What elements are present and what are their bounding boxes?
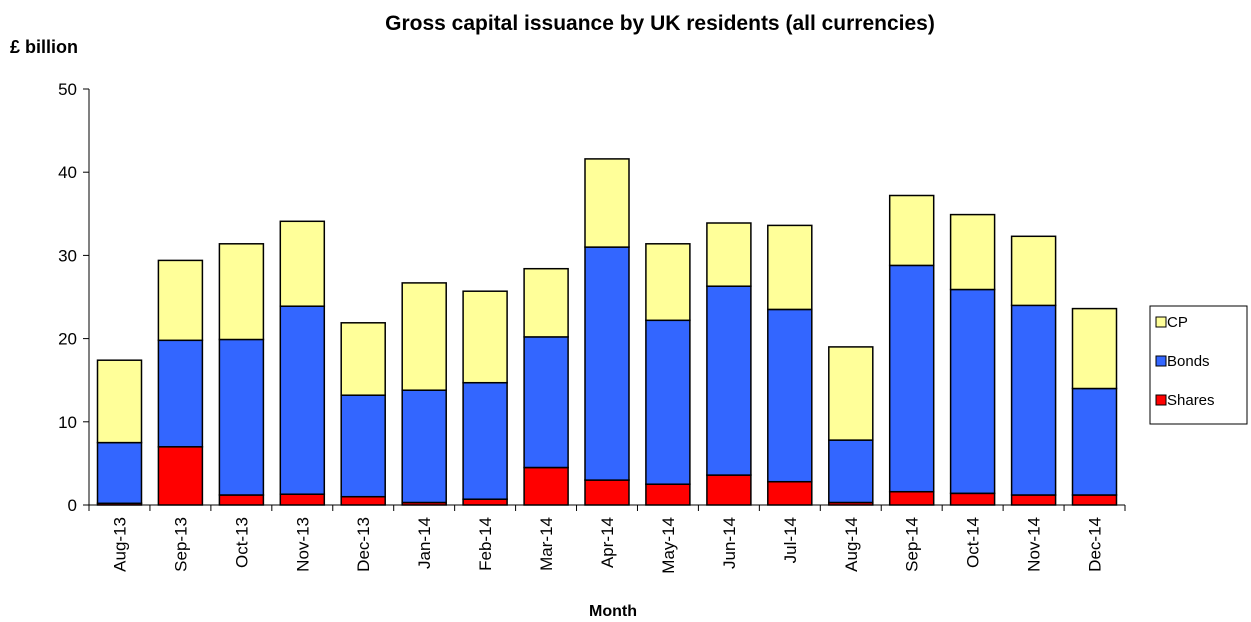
bar-shares-jul-14 <box>767 480 813 506</box>
bar-cp-nov-13 <box>279 220 326 307</box>
bar-bonds-dec-14 <box>1071 387 1118 496</box>
bar-shares-mar-14 <box>523 466 569 506</box>
bar-cp-jun-14 <box>706 222 752 287</box>
y-tick-label: 20 <box>58 330 77 349</box>
y-axis-label: £ billion <box>10 37 78 57</box>
bar-shares-nov-14 <box>1010 494 1057 506</box>
bar-bonds-may-14 <box>645 319 691 485</box>
legend-label-bonds: Bonds <box>1167 353 1210 370</box>
bar-shares-jun-14 <box>706 474 752 506</box>
x-tick-label: Dec-13 <box>354 517 373 572</box>
x-tick-label: Sep-13 <box>171 517 190 572</box>
bar-cp-dec-13 <box>340 322 386 396</box>
y-tick-label: 40 <box>58 163 77 182</box>
y-tick-label: 10 <box>58 413 77 432</box>
x-tick-label: Aug-14 <box>842 517 861 572</box>
bar-bonds-aug-14 <box>828 439 874 504</box>
legend-label-cp: CP <box>1167 314 1188 331</box>
bar-shares-sep-13 <box>157 446 204 506</box>
x-tick-label: Nov-14 <box>1025 517 1044 572</box>
bar-cp-may-14 <box>645 243 691 322</box>
y-tick-label: 50 <box>58 80 77 99</box>
x-tick-label: Feb-14 <box>476 517 495 571</box>
x-tick-label: Sep-14 <box>903 517 922 572</box>
bar-shares-dec-13 <box>340 495 386 506</box>
x-tick-label: Jun-14 <box>720 517 739 569</box>
bar-bonds-nov-14 <box>1010 304 1057 496</box>
legend-swatch-cp <box>1155 316 1167 328</box>
bar-bonds-dec-13 <box>340 394 386 498</box>
bar-shares-may-14 <box>645 483 691 506</box>
y-tick-label: 0 <box>68 496 77 515</box>
bar-cp-oct-13 <box>218 243 265 341</box>
x-tick-label: Aug-13 <box>111 517 130 572</box>
bar-bonds-apr-14 <box>584 246 630 481</box>
bar-shares-dec-14 <box>1071 494 1118 506</box>
bar-bonds-oct-14 <box>949 288 996 495</box>
x-tick-label: Jul-14 <box>781 517 800 563</box>
bar-bonds-jan-14 <box>401 389 447 504</box>
bar-bonds-sep-14 <box>888 264 935 493</box>
legend-swatch-bonds <box>1155 355 1167 367</box>
legend: CP Bonds Shares <box>1149 305 1248 425</box>
bar-bonds-aug-13 <box>96 441 143 505</box>
bar-shares-apr-14 <box>584 479 630 506</box>
bar-cp-apr-14 <box>584 158 630 248</box>
legend-label-shares: Shares <box>1167 392 1215 409</box>
x-axis-label: Month <box>589 603 637 620</box>
bar-bonds-feb-14 <box>462 381 508 500</box>
bar-shares-feb-14 <box>462 498 508 506</box>
bar-bonds-jul-14 <box>767 308 813 483</box>
bar-cp-mar-14 <box>523 267 569 338</box>
bar-bonds-sep-13 <box>157 339 204 448</box>
bar-cp-oct-14 <box>949 213 996 291</box>
bar-cp-aug-13 <box>96 359 143 444</box>
bar-cp-jan-14 <box>401 282 447 391</box>
bar-bonds-jun-14 <box>706 285 752 476</box>
x-tick-label: Nov-13 <box>293 517 312 572</box>
x-tick-label: Jan-14 <box>415 517 434 569</box>
bar-cp-aug-14 <box>828 346 874 441</box>
y-tick-label: 30 <box>58 246 77 265</box>
bar-cp-sep-14 <box>888 194 935 267</box>
bar-cp-dec-14 <box>1071 307 1118 390</box>
x-tick-label: Oct-14 <box>964 517 983 568</box>
bar-shares-oct-14 <box>949 492 996 506</box>
bar-cp-jul-14 <box>767 224 813 311</box>
bars-group <box>96 158 1118 506</box>
axes-group: 0 10 20 30 40 50 Aug-13 Sep-13 Oct-13 Nov-13 Dec-1… <box>58 80 1126 574</box>
bar-shares-sep-14 <box>888 490 935 506</box>
chart-title: Gross capital issuance by UK residents (… <box>385 12 935 35</box>
x-tick-label: May-14 <box>659 517 678 574</box>
bar-shares-nov-13 <box>279 493 326 506</box>
bar-bonds-oct-13 <box>218 338 265 496</box>
bar-shares-oct-13 <box>218 494 265 506</box>
legend-swatch-shares <box>1155 394 1167 406</box>
bar-bonds-mar-14 <box>523 336 569 469</box>
x-tick-label: Mar-14 <box>537 517 556 571</box>
bar-cp-sep-13 <box>157 259 204 342</box>
bar-bonds-nov-13 <box>279 305 326 495</box>
bar-cp-nov-14 <box>1010 235 1057 307</box>
x-tick-label: Oct-13 <box>232 517 251 568</box>
bar-cp-feb-14 <box>462 290 508 384</box>
x-tick-label: Dec-14 <box>1086 517 1105 572</box>
x-tick-label: Apr-14 <box>598 517 617 568</box>
